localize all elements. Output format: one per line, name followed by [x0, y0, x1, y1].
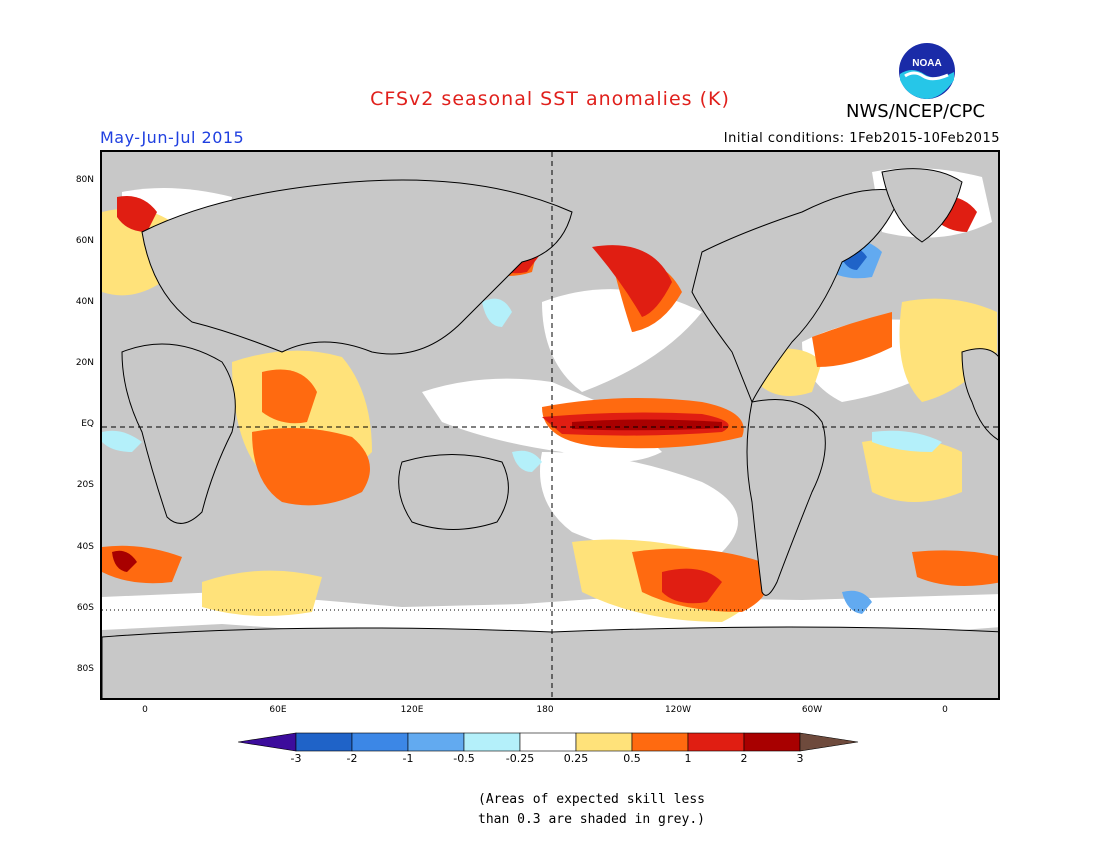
colorbar-bin	[687, 732, 745, 752]
initial-conditions: Initial conditions: 1Feb2015-10Feb2015	[723, 131, 1000, 146]
lat-label: 20S	[76, 480, 94, 490]
lon-label: 0	[942, 705, 948, 715]
colorbar-bin	[238, 732, 297, 752]
colorbar-bin	[743, 732, 801, 752]
colorbar-tick-label: 1	[684, 752, 692, 765]
lat-label: 80N	[75, 175, 94, 185]
lon-label: 120E	[400, 705, 424, 715]
skill-note-line: (Areas of expected skill less	[478, 792, 705, 807]
lat-label: 40N	[75, 297, 94, 307]
lat-label: 40S	[76, 542, 94, 552]
lon-label: 180	[536, 705, 554, 715]
lon-label: 0	[142, 705, 148, 715]
forecast-period: May-Jun-Jul 2015	[100, 128, 245, 147]
lat-label: 60N	[75, 236, 94, 246]
skill-note: (Areas of expected skill less than 0.3 a…	[400, 790, 838, 830]
lon-label: 60W	[801, 705, 823, 715]
colorbar-tick-label: -0.25	[505, 752, 535, 765]
colorbar-bin	[631, 732, 689, 752]
colorbar-tick-label: -3	[290, 752, 302, 765]
colorbar-tick-label: 0.5	[623, 752, 641, 765]
agency-label: NWS/NCEP/CPC	[846, 101, 986, 122]
lat-label: EQ	[81, 419, 94, 429]
chart-title: CFSv2 seasonal SST anomalies (K)	[370, 88, 730, 110]
colorbar-bin	[351, 732, 409, 752]
colorbar	[238, 732, 859, 752]
colorbar-bin	[575, 732, 633, 752]
colorbar-tick-label: 0.25	[563, 752, 589, 765]
colorbar-tick-label: 3	[796, 752, 804, 765]
noaa-logo-icon: NOAA	[898, 42, 956, 100]
skill-note-line: than 0.3 are shaded in grey.)	[478, 812, 705, 827]
colorbar-tick-label: -0.5	[453, 752, 475, 765]
colorbar-bin	[407, 732, 465, 752]
lat-label: 60S	[76, 603, 94, 613]
colorbar-tick-label: 2	[740, 752, 748, 765]
lat-label: 80S	[76, 664, 94, 674]
map-canvas	[102, 152, 998, 698]
colorbar-tick-label: -2	[346, 752, 358, 765]
noaa-logo-text: NOAA	[912, 58, 941, 69]
colorbar-bin	[463, 732, 521, 752]
lon-label: 120W	[664, 705, 692, 715]
colorbar-bin	[519, 732, 577, 752]
lon-label: 60E	[269, 705, 287, 715]
sst-anomaly-map	[100, 150, 1000, 700]
lat-label: 20N	[75, 358, 94, 368]
colorbar-bin	[295, 732, 353, 752]
colorbar-tick-label: -1	[402, 752, 414, 765]
colorbar-bin	[799, 732, 859, 752]
